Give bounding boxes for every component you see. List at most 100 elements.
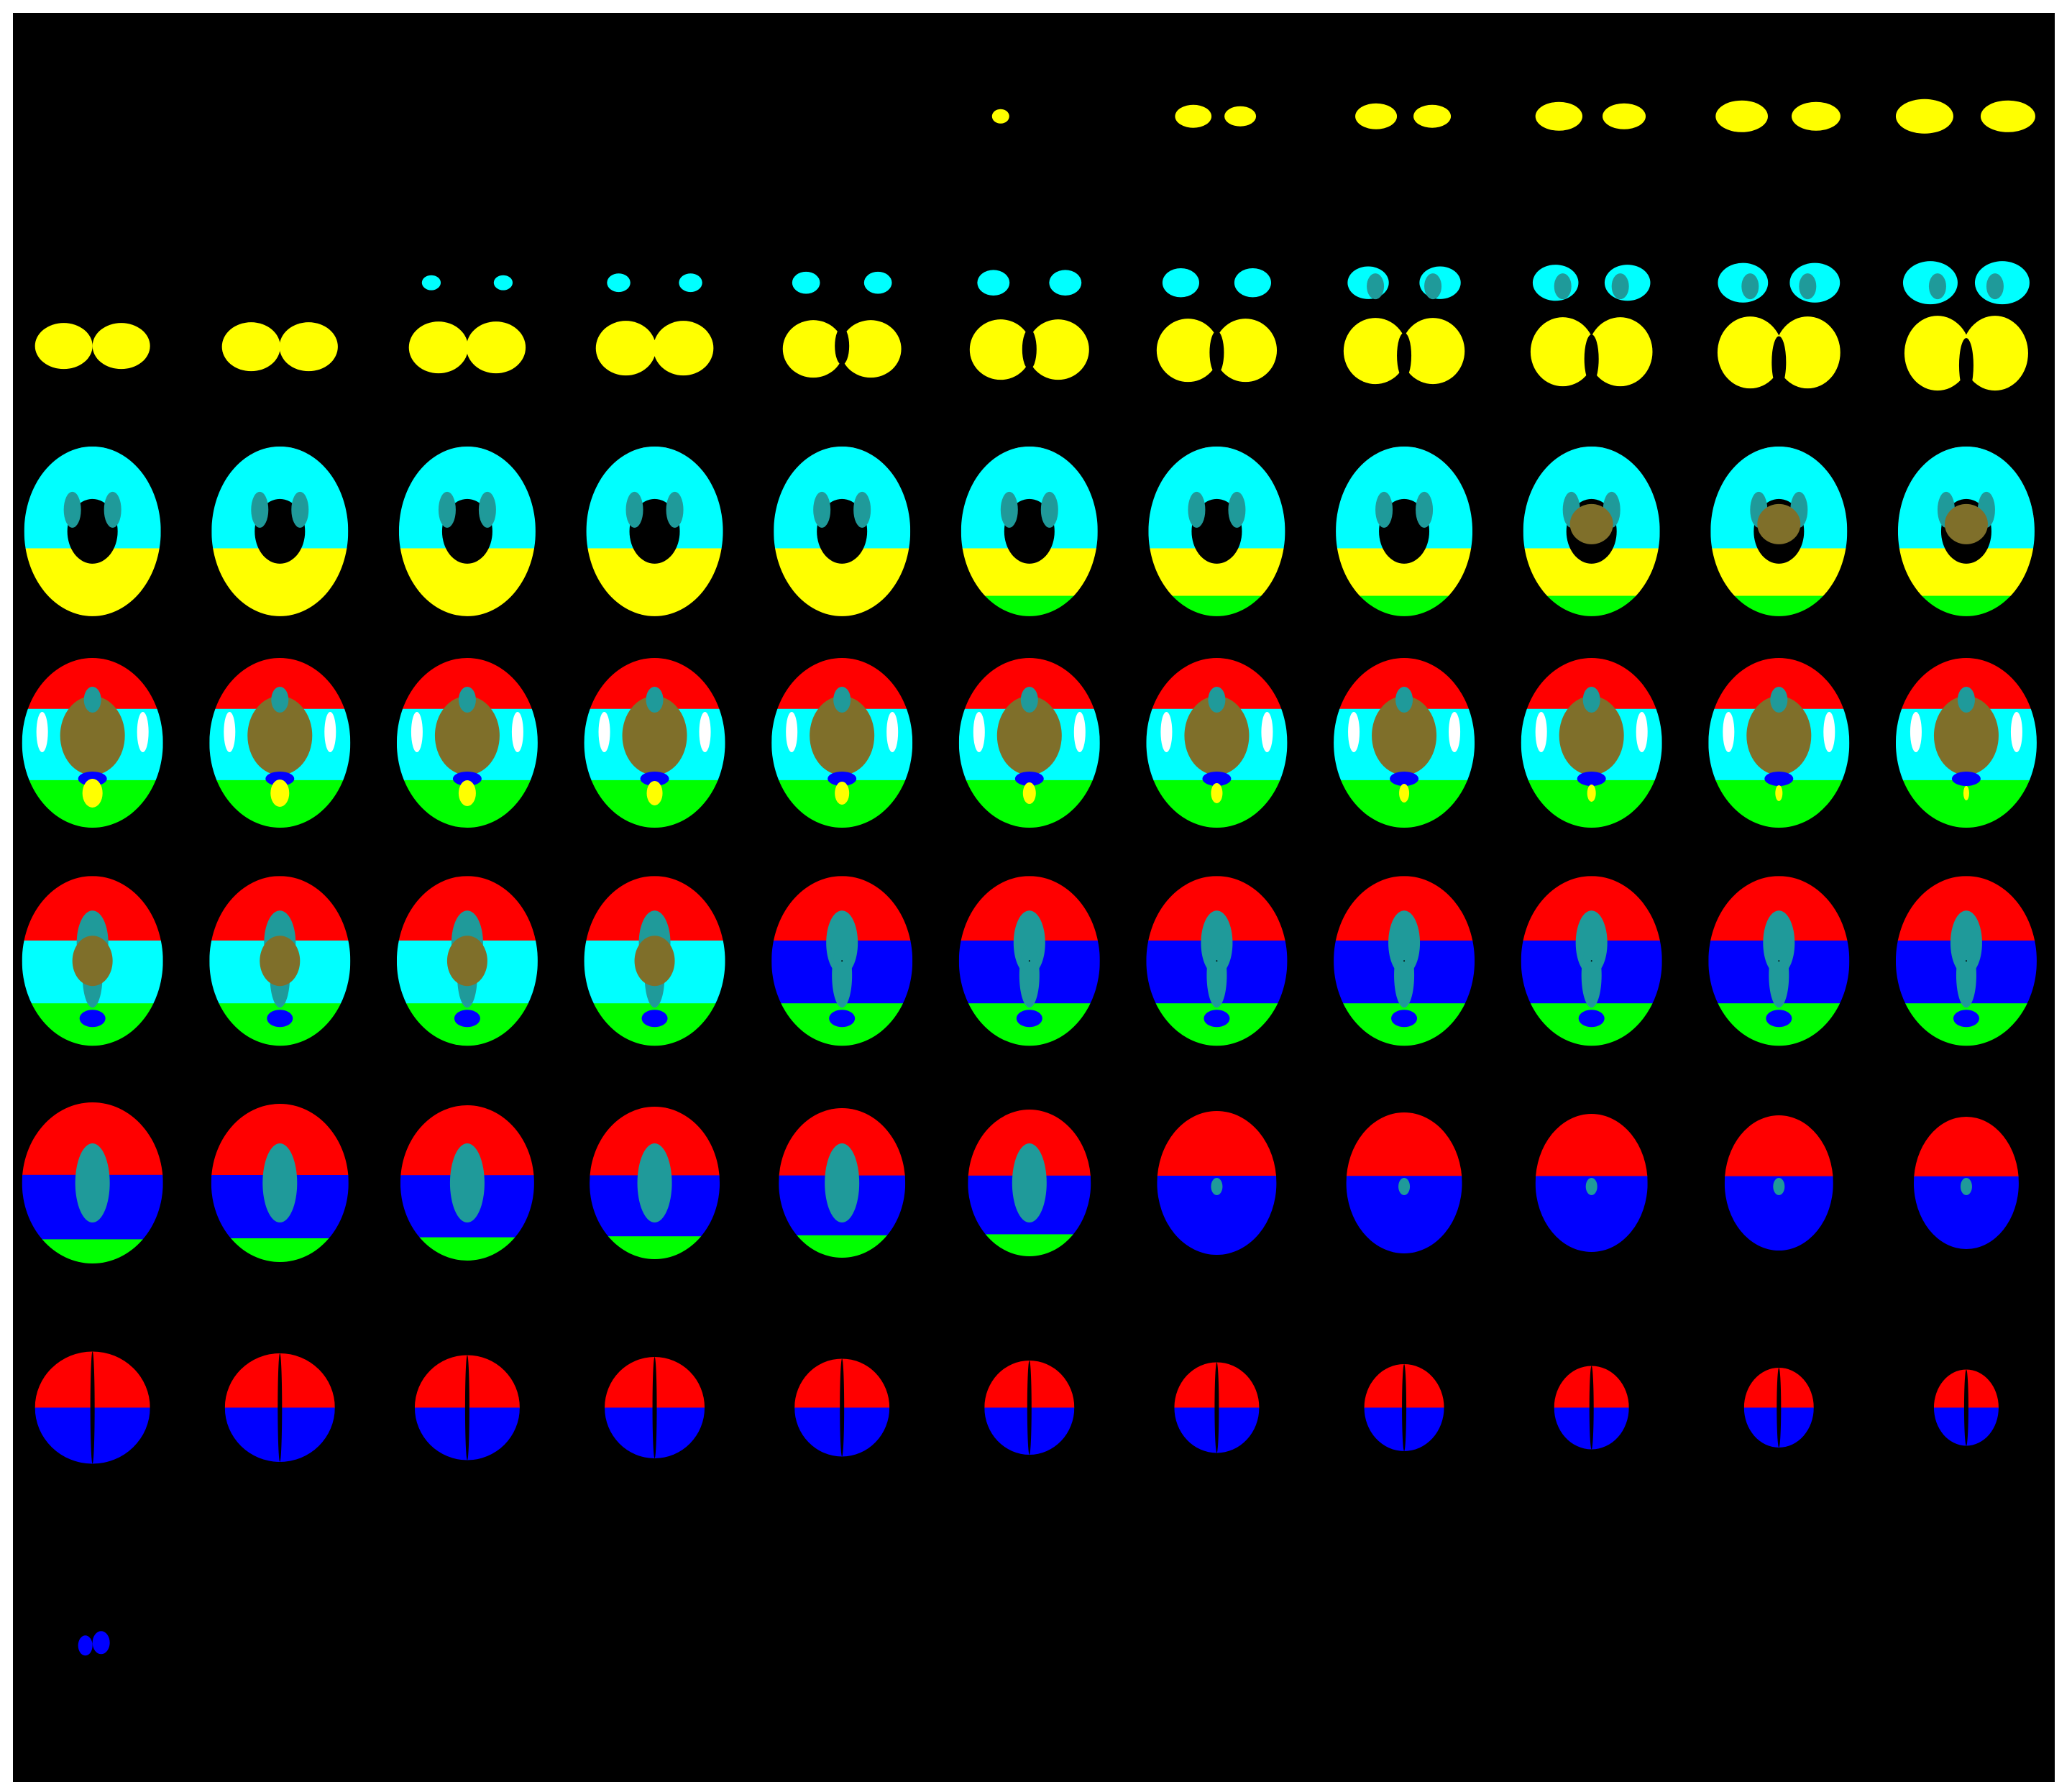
region [996, 695, 1062, 775]
region [1000, 491, 1018, 528]
region [1764, 771, 1794, 786]
region [1204, 1010, 1230, 1028]
region [1775, 785, 1783, 801]
region [646, 686, 664, 713]
region [1073, 711, 1086, 752]
region [782, 320, 844, 378]
region [1951, 771, 1981, 786]
region [224, 711, 236, 752]
region [270, 779, 290, 807]
brain-slice [1157, 1111, 1277, 1256]
region [1715, 100, 1768, 132]
region [841, 960, 843, 962]
region [1581, 943, 1602, 1008]
region [595, 321, 656, 376]
region [1791, 101, 1840, 131]
region [1162, 268, 1199, 298]
region [104, 491, 122, 528]
region [449, 1143, 485, 1223]
region [493, 275, 513, 291]
region [291, 491, 309, 528]
region [1206, 943, 1227, 1008]
region [1413, 104, 1452, 128]
region [1799, 273, 1817, 300]
region [1202, 771, 1232, 786]
brain-slice [1336, 446, 1473, 616]
region [1397, 332, 1412, 379]
region [271, 686, 289, 713]
region [1416, 491, 1434, 528]
region [1216, 530, 1218, 532]
region [1965, 960, 1967, 962]
region [1569, 503, 1613, 544]
region [1211, 1178, 1223, 1196]
region [91, 530, 93, 532]
region [1554, 273, 1572, 300]
region [652, 1356, 657, 1458]
region [278, 1353, 283, 1462]
region [1769, 943, 1789, 1008]
region [267, 1010, 293, 1028]
region [853, 491, 871, 528]
region [1214, 1362, 1219, 1453]
brain-slice [794, 1358, 890, 1457]
region [1375, 491, 1393, 528]
region [1208, 686, 1226, 713]
region [699, 711, 711, 752]
region [828, 771, 857, 786]
region [598, 711, 610, 752]
region [279, 322, 338, 372]
region [1184, 695, 1250, 775]
brain-slice [1535, 1114, 1648, 1253]
brain-slice [774, 446, 911, 616]
region [1403, 960, 1406, 962]
region [221, 322, 280, 372]
region [466, 530, 468, 532]
brain-slice [1710, 446, 1848, 616]
region [262, 1143, 298, 1223]
region [1944, 503, 1988, 544]
region [641, 1010, 668, 1028]
brain-slice [1146, 657, 1288, 828]
brain-slice [1708, 876, 1850, 1046]
region [1770, 686, 1788, 713]
brain-slice [1148, 446, 1285, 616]
region [1741, 273, 1759, 300]
region [1766, 1010, 1792, 1028]
region [666, 491, 684, 528]
region [841, 530, 843, 532]
region [646, 780, 663, 805]
brain-slice [771, 657, 913, 828]
region [1986, 273, 2004, 300]
region [1390, 771, 1419, 786]
region [251, 491, 269, 528]
region [1904, 316, 1971, 391]
region [454, 1010, 480, 1028]
brain-slice [22, 1102, 163, 1264]
region [973, 711, 985, 752]
region [1028, 960, 1030, 962]
region [1777, 1367, 1782, 1448]
brain-slice [224, 1353, 335, 1462]
brain-slice [1334, 876, 1475, 1046]
region [1022, 329, 1037, 370]
region [79, 1010, 106, 1028]
region [1928, 273, 1946, 300]
brain-slice [1724, 1115, 1833, 1251]
region [1343, 318, 1408, 385]
brain-slice [396, 876, 538, 1046]
region [1216, 960, 1218, 962]
region [1372, 695, 1437, 775]
region [1348, 711, 1360, 752]
region [1589, 1366, 1594, 1450]
brain-slice [1895, 876, 2037, 1046]
region [1214, 319, 1278, 383]
region [1530, 317, 1595, 387]
region [1961, 316, 2028, 391]
region [458, 780, 476, 806]
region [977, 270, 1010, 296]
region [511, 711, 523, 752]
region [832, 943, 853, 1008]
brain-slice [1364, 1363, 1444, 1451]
